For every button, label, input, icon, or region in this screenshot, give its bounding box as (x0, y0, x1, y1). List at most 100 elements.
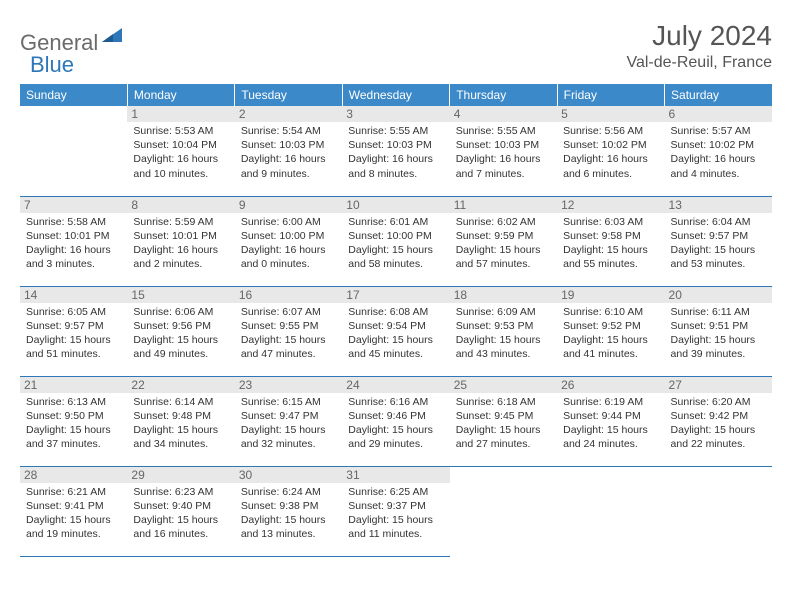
day-number: 17 (342, 287, 449, 303)
day-details: Sunrise: 6:10 AMSunset: 9:52 PMDaylight:… (563, 305, 658, 362)
calendar-day-cell: 23 Sunrise: 6:15 AMSunset: 9:47 PMDayligh… (235, 376, 342, 466)
calendar-day-cell: 19Sunrise: 6:10 AMSunset: 9:52 PMDayligh… (557, 286, 664, 376)
day-number: 18 (450, 287, 557, 303)
day-details: Sunrise: 6:21 AMSunset: 9:41 PMDaylight:… (26, 485, 121, 542)
day-details: Sunrise: 6:00 AMSunset: 10:00 PMDaylight… (241, 215, 336, 272)
day-details: Sunrise: 6:01 AMSunset: 10:00 PMDaylight… (348, 215, 443, 272)
location-label: Val-de-Reuil, France (626, 54, 772, 72)
day-details: Sunrise: 6:23 AMSunset: 9:40 PMDaylight:… (133, 485, 228, 542)
day-details: Sunrise: 6:09 AMSunset: 9:53 PMDaylight:… (456, 305, 551, 362)
calendar-week-row: 28 Sunrise: 6:21 AMSunset: 9:41 PMDayligh… (20, 466, 772, 556)
calendar-week-row: 1Sunrise: 5:53 AMSunset: 10:04 PMDayligh… (20, 106, 772, 196)
day-details: Sunrise: 6:06 AMSunset: 9:56 PMDaylight:… (133, 305, 228, 362)
day-details: Sunrise: 6:02 AMSunset: 9:59 PMDaylight:… (456, 215, 551, 272)
calendar-day-cell: 16Sunrise: 6:07 AMSunset: 9:55 PMDayligh… (235, 286, 342, 376)
title-block: July 2024 Val-de-Reuil, France (626, 20, 772, 72)
calendar-day-cell: 1Sunrise: 5:53 AMSunset: 10:04 PMDayligh… (127, 106, 234, 196)
day-number: 3 (342, 106, 449, 122)
day-details: Sunrise: 6:13 AMSunset: 9:50 PMDaylight:… (26, 395, 121, 452)
calendar-day-cell: 11 Sunrise: 6:02 AMSunset: 9:59 PMDayligh… (450, 196, 557, 286)
calendar-page: General July 2024 Val-de-Reuil, France B… (0, 0, 792, 567)
day-details: Sunrise: 6:14 AMSunset: 9:48 PMDaylight:… (133, 395, 228, 452)
day-details: Sunrise: 6:16 AMSunset: 9:46 PMDaylight:… (348, 395, 443, 452)
calendar-empty-cell (450, 466, 557, 556)
day-number: 23 (235, 377, 342, 393)
calendar-day-cell: 20Sunrise: 6:11 AMSunset: 9:51 PMDayligh… (665, 286, 772, 376)
calendar-day-cell: 22 Sunrise: 6:14 AMSunset: 9:48 PMDayligh… (127, 376, 234, 466)
calendar-day-cell: 3Sunrise: 5:55 AMSunset: 10:03 PMDayligh… (342, 106, 449, 196)
calendar-week-row: 14 Sunrise: 6:05 AMSunset: 9:57 PMDayligh… (20, 286, 772, 376)
weekday-header: Saturday (665, 84, 772, 106)
day-number: 25 (450, 377, 557, 393)
day-number: 14 (20, 287, 127, 303)
day-details: Sunrise: 6:04 AMSunset: 9:57 PMDaylight:… (671, 215, 766, 272)
page-header: General July 2024 Val-de-Reuil, France (20, 20, 772, 72)
calendar-header-row: SundayMondayTuesdayWednesdayThursdayFrid… (20, 84, 772, 106)
calendar-day-cell: 13 Sunrise: 6:04 AMSunset: 9:57 PMDayligh… (665, 196, 772, 286)
day-details: Sunrise: 5:53 AMSunset: 10:04 PMDaylight… (133, 124, 228, 181)
weekday-header: Friday (557, 84, 664, 106)
day-number: 26 (557, 377, 664, 393)
weekday-header: Tuesday (235, 84, 342, 106)
calendar-day-cell: 26 Sunrise: 6:19 AMSunset: 9:44 PMDayligh… (557, 376, 664, 466)
day-details: Sunrise: 6:15 AMSunset: 9:47 PMDaylight:… (241, 395, 336, 452)
day-details: Sunrise: 6:18 AMSunset: 9:45 PMDaylight:… (456, 395, 551, 452)
day-number: 15 (127, 287, 234, 303)
calendar-day-cell: 27 Sunrise: 6:20 AMSunset: 9:42 PMDayligh… (665, 376, 772, 466)
day-details: Sunrise: 6:08 AMSunset: 9:54 PMDaylight:… (348, 305, 443, 362)
day-number: 13 (665, 197, 772, 213)
calendar-day-cell: 17 Sunrise: 6:08 AMSunset: 9:54 PMDayligh… (342, 286, 449, 376)
day-number: 29 (127, 467, 234, 483)
day-details: Sunrise: 6:24 AMSunset: 9:38 PMDaylight:… (241, 485, 336, 542)
day-number: 8 (127, 197, 234, 213)
calendar-day-cell: 29 Sunrise: 6:23 AMSunset: 9:40 PMDayligh… (127, 466, 234, 556)
day-number: 21 (20, 377, 127, 393)
calendar-day-cell: 14 Sunrise: 6:05 AMSunset: 9:57 PMDayligh… (20, 286, 127, 376)
day-number: 16 (235, 287, 342, 303)
weekday-header: Thursday (450, 84, 557, 106)
calendar-day-cell: 24Sunrise: 6:16 AMSunset: 9:46 PMDayligh… (342, 376, 449, 466)
day-number: 31 (342, 467, 449, 483)
calendar-week-row: 21 Sunrise: 6:13 AMSunset: 9:50 PMDayligh… (20, 376, 772, 466)
calendar-day-cell: 4 Sunrise: 5:55 AMSunset: 10:03 PMDayligh… (450, 106, 557, 196)
day-number: 28 (20, 467, 127, 483)
day-number: 10 (342, 197, 449, 213)
logo-triangle-icon (102, 28, 122, 47)
calendar-week-row: 7Sunrise: 5:58 AMSunset: 10:01 PMDayligh… (20, 196, 772, 286)
day-details: Sunrise: 6:03 AMSunset: 9:58 PMDaylight:… (563, 215, 658, 272)
calendar-day-cell: 5Sunrise: 5:56 AMSunset: 10:02 PMDayligh… (557, 106, 664, 196)
day-number: 4 (450, 106, 557, 122)
calendar-day-cell: 2Sunrise: 5:54 AMSunset: 10:03 PMDayligh… (235, 106, 342, 196)
day-number: 9 (235, 197, 342, 213)
logo-text-blue: Blue (30, 52, 74, 77)
day-details: Sunrise: 6:11 AMSunset: 9:51 PMDaylight:… (671, 305, 766, 362)
day-details: Sunrise: 5:57 AMSunset: 10:02 PMDaylight… (671, 124, 766, 181)
day-number: 7 (20, 197, 127, 213)
calendar-day-cell: 10 Sunrise: 6:01 AMSunset: 10:00 PMDaylig… (342, 196, 449, 286)
day-details: Sunrise: 5:55 AMSunset: 10:03 PMDaylight… (456, 124, 551, 181)
calendar-empty-cell (665, 466, 772, 556)
day-details: Sunrise: 6:20 AMSunset: 9:42 PMDaylight:… (671, 395, 766, 452)
weekday-header: Sunday (20, 84, 127, 106)
day-details: Sunrise: 5:56 AMSunset: 10:02 PMDaylight… (563, 124, 658, 181)
logo-blue-wrap: Blue (28, 52, 74, 78)
day-details: Sunrise: 6:25 AMSunset: 9:37 PMDaylight:… (348, 485, 443, 542)
day-details: Sunrise: 6:19 AMSunset: 9:44 PMDaylight:… (563, 395, 658, 452)
day-details: Sunrise: 6:05 AMSunset: 9:57 PMDaylight:… (26, 305, 121, 362)
day-details: Sunrise: 5:54 AMSunset: 10:03 PMDaylight… (241, 124, 336, 181)
month-title: July 2024 (626, 20, 772, 52)
day-number: 6 (665, 106, 772, 122)
calendar-empty-cell (557, 466, 664, 556)
calendar-day-cell: 30Sunrise: 6:24 AMSunset: 9:38 PMDayligh… (235, 466, 342, 556)
calendar-day-cell: 21 Sunrise: 6:13 AMSunset: 9:50 PMDayligh… (20, 376, 127, 466)
calendar-day-cell: 31 Sunrise: 6:25 AMSunset: 9:37 PMDayligh… (342, 466, 449, 556)
calendar-day-cell: 25 Sunrise: 6:18 AMSunset: 9:45 PMDayligh… (450, 376, 557, 466)
calendar-day-cell: 6 Sunrise: 5:57 AMSunset: 10:02 PMDayligh… (665, 106, 772, 196)
day-number: 27 (665, 377, 772, 393)
calendar-empty-cell (20, 106, 127, 196)
day-number: 11 (450, 197, 557, 213)
day-number: 22 (127, 377, 234, 393)
calendar-day-cell: 8Sunrise: 5:59 AMSunset: 10:01 PMDayligh… (127, 196, 234, 286)
calendar-day-cell: 12Sunrise: 6:03 AMSunset: 9:58 PMDayligh… (557, 196, 664, 286)
calendar-day-cell: 7Sunrise: 5:58 AMSunset: 10:01 PMDayligh… (20, 196, 127, 286)
